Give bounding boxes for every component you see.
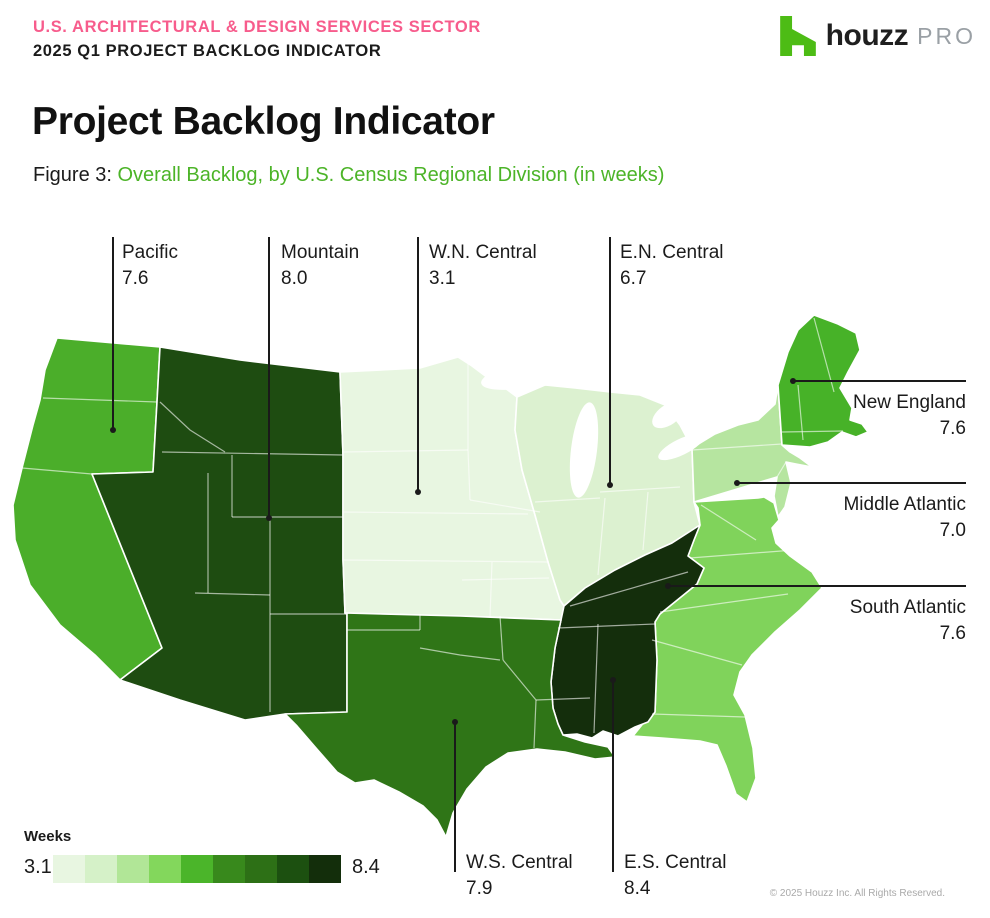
callout-south-atlantic: South Atlantic 7.6	[850, 595, 966, 647]
legend-label: Weeks	[24, 828, 72, 845]
logo-brand-text: houzz	[825, 19, 909, 52]
callout-pacific: Pacific 7.6	[122, 240, 178, 292]
callout-south-atlantic-name: South Atlantic	[849, 597, 966, 618]
callout-es-central-name: E.S. Central	[624, 852, 727, 873]
legend-swatch	[181, 855, 213, 883]
callout-new-england-name: New England	[852, 392, 966, 413]
callout-middle-atlantic-name: Middle Atlantic	[843, 494, 966, 515]
lake-huron	[652, 401, 684, 429]
legend-max-value: 8.4	[352, 856, 380, 878]
callout-new-england: New England 7.6	[853, 390, 966, 442]
callout-es-central-value: 8.4	[624, 878, 651, 899]
callout-mountain: Mountain 8.0	[281, 240, 359, 292]
legend-swatch	[309, 855, 341, 883]
leader-lines	[110, 237, 966, 872]
callout-wn-central-name: W.N. Central	[429, 242, 537, 263]
houzz-pro-logo: houzz PRO	[779, 16, 976, 56]
callout-ws-central: W.S. Central 7.9	[466, 850, 573, 902]
callout-south-atlantic-value: 7.6	[939, 623, 966, 644]
callout-ws-central-value: 7.9	[466, 878, 493, 899]
legend-swatch	[245, 855, 277, 883]
callout-wn-central: W.N. Central 3.1	[429, 240, 537, 292]
sector-eyebrow: U.S. ARCHITECTURAL & DESIGN SERVICES SEC…	[33, 18, 481, 36]
callout-mountain-value: 8.0	[281, 268, 308, 289]
legend-swatch	[53, 855, 85, 883]
lake-ontario	[725, 406, 765, 424]
callout-wn-central-value: 3.1	[429, 268, 456, 289]
callout-en-central-value: 6.7	[620, 268, 647, 289]
great-lakes	[481, 354, 765, 498]
state-borders	[21, 317, 844, 749]
figure-caption-text: Overall Backlog, by U.S. Census Regional…	[117, 164, 665, 186]
legend-swatch	[213, 855, 245, 883]
legend-color-scale	[53, 855, 341, 883]
lake-michigan	[569, 402, 599, 498]
callout-en-central: E.N. Central 6.7	[620, 240, 723, 292]
page-title: Project Backlog Indicator	[32, 100, 495, 143]
legend-swatch	[149, 855, 181, 883]
report-eyebrow: 2025 Q1 PROJECT BACKLOG INDICATOR	[33, 42, 382, 60]
callout-pacific-name: Pacific	[122, 242, 178, 263]
callout-pacific-value: 7.6	[122, 268, 149, 289]
legend-swatch	[117, 855, 149, 883]
figure-caption-prefix: Figure 3:	[33, 164, 118, 186]
callout-ws-central-name: W.S. Central	[466, 852, 573, 873]
callout-middle-atlantic-value: 7.0	[939, 520, 966, 541]
legend-swatch	[277, 855, 309, 883]
figure-caption: Figure 3: Overall Backlog, by U.S. Censu…	[33, 164, 664, 187]
lake-erie	[658, 433, 704, 461]
copyright-text: © 2025 Houzz Inc. All Rights Reserved.	[769, 888, 945, 899]
callout-en-central-name: E.N. Central	[620, 242, 724, 263]
callout-es-central: E.S. Central 8.4	[624, 850, 726, 902]
map-regions	[12, 314, 869, 838]
houzz-house-icon	[779, 16, 816, 56]
legend-min-value: 3.1	[24, 856, 52, 878]
callout-new-england-value: 7.6	[939, 418, 966, 439]
legend-swatch	[85, 855, 117, 883]
lake-superior	[481, 354, 589, 390]
logo-pro-text: PRO	[917, 22, 976, 49]
callout-middle-atlantic: Middle Atlantic 7.0	[843, 492, 966, 544]
region-ws-central	[284, 612, 616, 838]
callout-mountain-name: Mountain	[281, 242, 360, 263]
